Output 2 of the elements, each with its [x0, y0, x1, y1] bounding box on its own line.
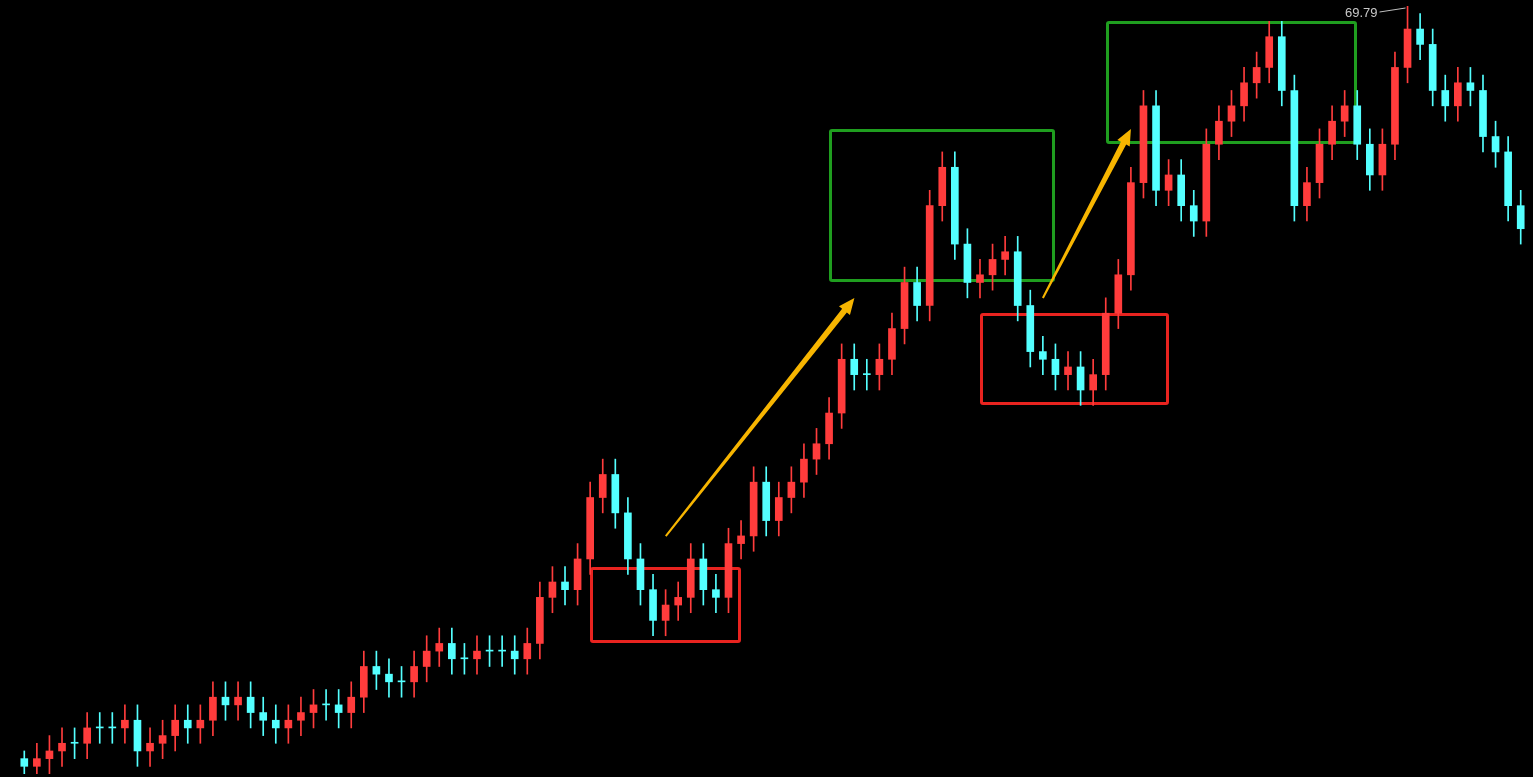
annotation: 69.79	[1344, 4, 1378, 20]
candlestick	[862, 358, 871, 391]
